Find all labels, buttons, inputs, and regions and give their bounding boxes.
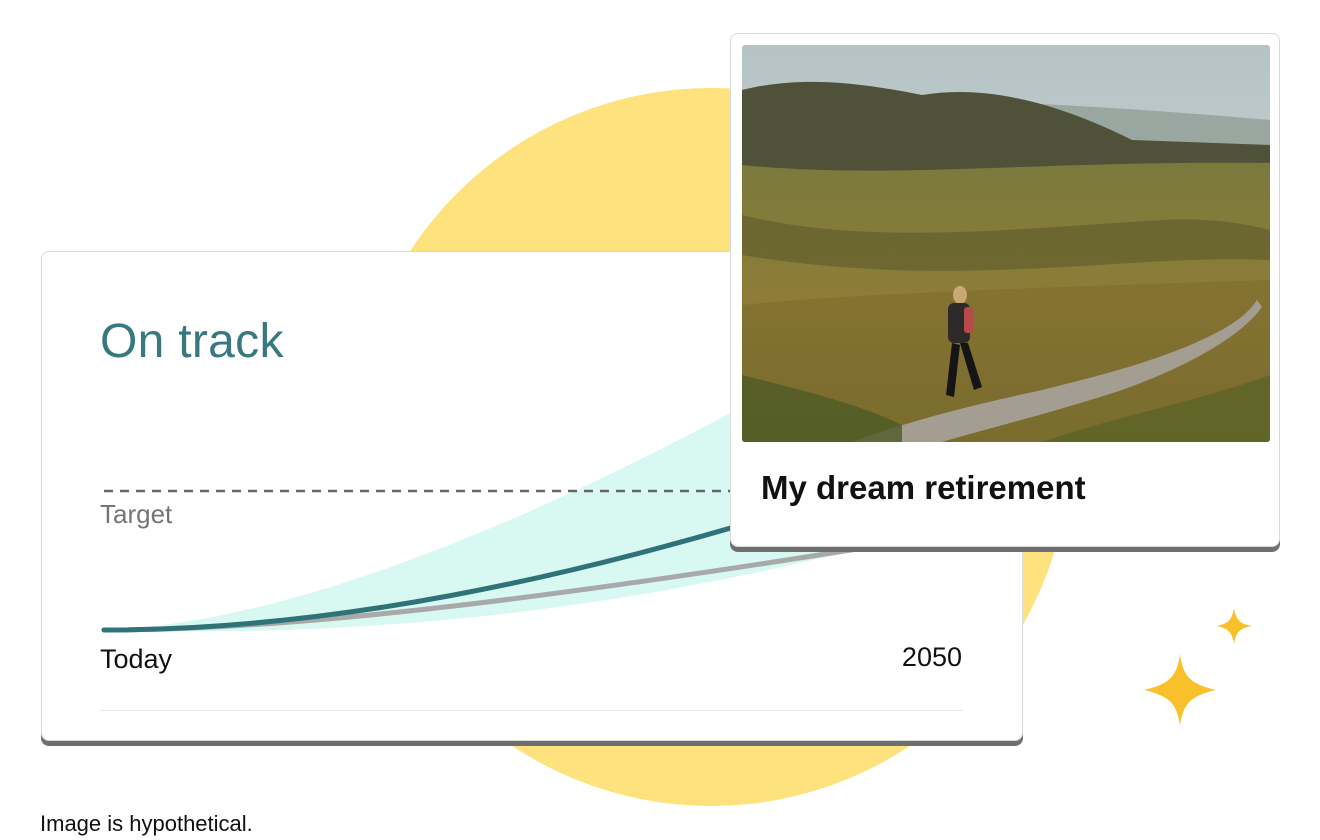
hiker-figure <box>946 286 982 397</box>
projected-savings-line <box>101 491 845 633</box>
disclaimer-text: Image is hypothetical. <box>40 811 253 836</box>
goal-photo-card: My dream retirement <box>730 33 1280 547</box>
small-sparkle-icon <box>1216 608 1252 644</box>
status-heading: On track <box>100 315 284 368</box>
hiker-landscape-photo <box>742 45 1270 442</box>
large-sparkle-icon <box>1144 654 1216 726</box>
timeline-end-label: 2050 <box>901 642 962 672</box>
goal-caption: My dream retirement <box>761 469 1086 506</box>
sparkle-icon <box>1144 608 1252 726</box>
landscape-illustration <box>742 45 1270 442</box>
timeline-start-label: Today <box>100 644 173 674</box>
card-divider <box>100 710 963 711</box>
target-label: Target <box>100 499 173 529</box>
